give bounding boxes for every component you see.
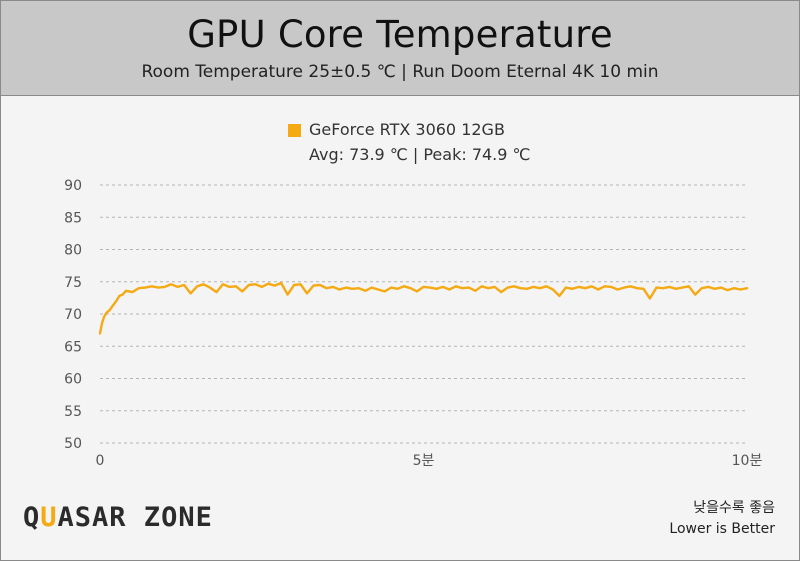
quasarzone-logo: QUASAR ZONE bbox=[23, 502, 213, 533]
chart-subtitle: Room Temperature 25±0.5 ℃ | Run Doom Ete… bbox=[141, 62, 659, 82]
chart-header: GPU Core Temperature Room Temperature 25… bbox=[1, 1, 799, 96]
x-tick-label: 10분 bbox=[732, 453, 763, 469]
series-line bbox=[98, 281, 749, 335]
y-tick-label: 75 bbox=[64, 275, 82, 291]
legend-label: GeForce RTX 3060 12GB bbox=[309, 120, 505, 139]
y-tick-label: 55 bbox=[64, 404, 82, 420]
y-tick-label: 65 bbox=[64, 339, 82, 355]
logo-rest: ASAR ZONE bbox=[57, 502, 213, 533]
y-tick-label: 60 bbox=[64, 372, 82, 388]
logo-prefix: Q bbox=[23, 502, 41, 533]
note-english: Lower is Better bbox=[669, 521, 775, 537]
x-tick-label: 5분 bbox=[413, 453, 435, 469]
note-korean: 낮을수록 좋음 bbox=[693, 500, 775, 516]
y-tick-label: 85 bbox=[64, 210, 82, 226]
y-tick-label: 90 bbox=[64, 178, 82, 194]
y-tick-label: 70 bbox=[64, 307, 82, 323]
legend-stats: Avg: 73.9 ℃ | Peak: 74.9 ℃ bbox=[309, 145, 531, 164]
footer-note: 낮을수록 좋음 Lower is Better bbox=[669, 498, 775, 540]
y-tick-label: 80 bbox=[64, 243, 82, 259]
x-tick-label: 0 bbox=[96, 453, 105, 469]
legend-swatch bbox=[288, 124, 301, 137]
y-tick-label: 50 bbox=[64, 436, 82, 452]
plot-area: 50 55 60 65 70 75 80 85 90 0 5분 10분 bbox=[64, 178, 763, 469]
chart-title: GPU Core Temperature bbox=[187, 13, 613, 56]
logo-accent: U bbox=[40, 502, 58, 533]
